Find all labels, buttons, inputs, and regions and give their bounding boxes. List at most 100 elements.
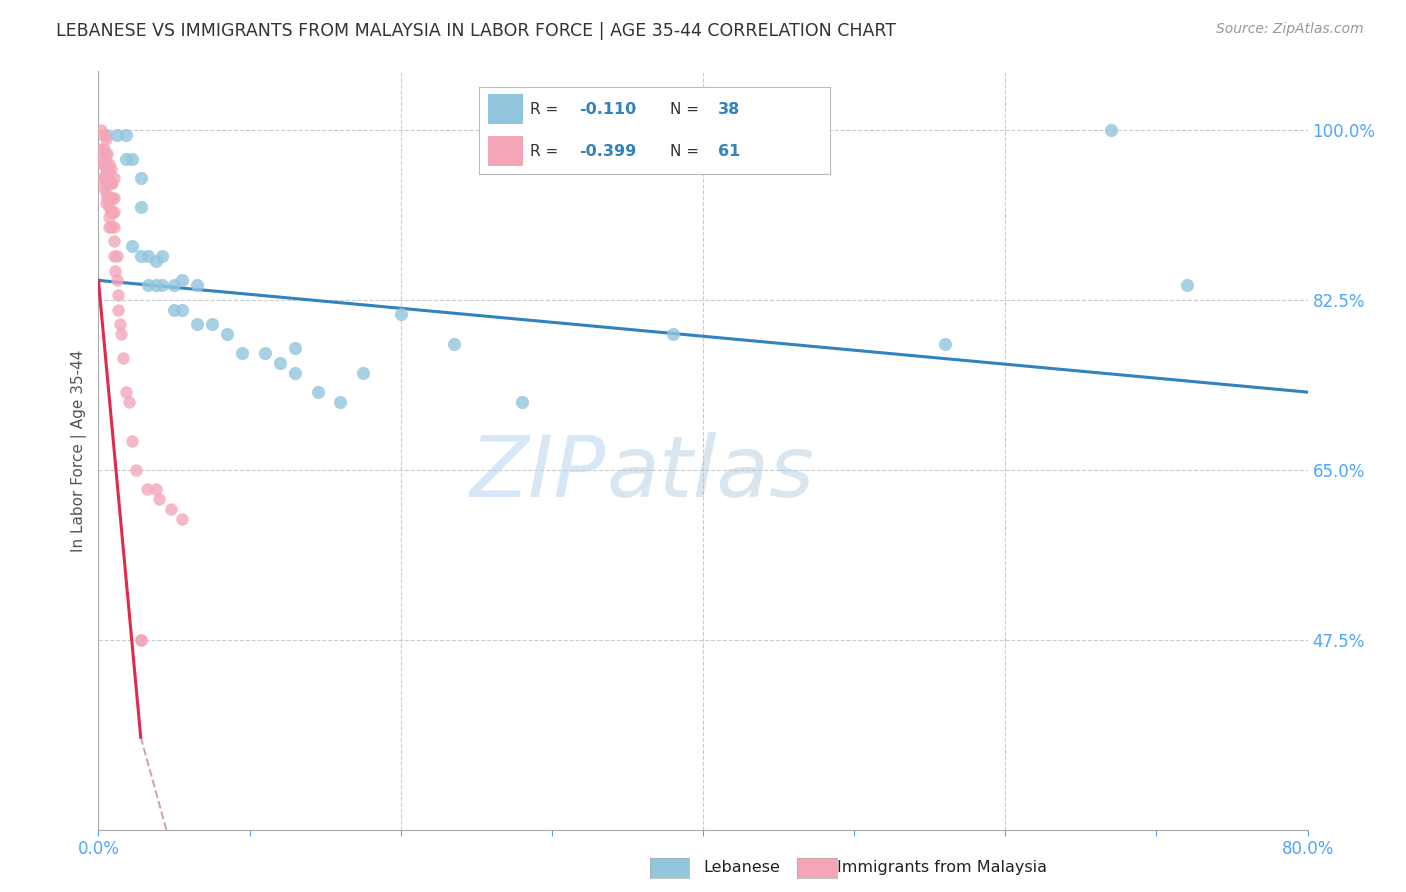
Point [201,317,224,331]
Point [98,201,121,215]
Point [160,501,183,516]
Point [661,326,683,341]
Point [101,205,124,219]
Point [136,249,159,263]
Point [186,317,208,331]
Text: Source: ZipAtlas.com: Source: ZipAtlas.com [1216,22,1364,37]
Text: Immigrants from Malaysia: Immigrants from Malaysia [837,860,1046,874]
Point [93,157,115,171]
Point [96,161,118,176]
Point [186,278,208,293]
Point [96,191,118,205]
Point [329,395,352,409]
Point [163,302,186,317]
Point [163,278,186,293]
Text: Lebanese: Lebanese [703,860,780,874]
Point [94,128,117,142]
Point [91,152,114,166]
Point [121,434,143,448]
Point [253,346,276,360]
Point [148,491,170,506]
Point [170,302,193,317]
Point [215,326,238,341]
Point [150,249,173,263]
Point [114,385,136,400]
Point [934,336,956,351]
Point [307,385,329,400]
Point [284,342,307,356]
Point [1099,122,1122,136]
Point [284,366,307,380]
Point [103,249,125,263]
Point [107,288,129,302]
Point [114,128,136,142]
Point [114,152,136,166]
Point [121,152,143,166]
Point [352,366,374,380]
Point [129,171,152,186]
Point [111,351,134,365]
Point [91,157,114,171]
Point [104,263,127,277]
Point [93,171,115,186]
Point [129,201,152,215]
Point [100,176,122,190]
Point [103,191,125,205]
Point [129,633,152,648]
Point [150,278,173,293]
Point [108,317,131,331]
Point [103,235,125,249]
Point [125,463,148,477]
Point [443,336,465,351]
Point [129,249,152,263]
Point [129,633,152,648]
Point [91,128,114,142]
Point [103,171,125,186]
Point [110,326,132,341]
Point [94,195,117,210]
Point [1175,278,1198,293]
Point [136,278,159,293]
Point [100,191,122,205]
Point [121,239,143,253]
Point [105,273,128,287]
Point [98,191,121,205]
Point [90,122,112,136]
Point [100,219,122,234]
Point [107,302,129,317]
Point [145,278,167,293]
Point [94,147,117,161]
Point [231,346,253,360]
Point [101,176,124,190]
Point [98,176,121,190]
Point [93,142,115,156]
Point [98,210,121,224]
Point [135,483,157,497]
Point [101,191,124,205]
Point [510,395,533,409]
Point [145,254,167,268]
Point [170,511,193,525]
Point [94,176,117,190]
Point [94,132,117,146]
Point [94,157,117,171]
Point [389,307,412,321]
Text: LEBANESE VS IMMIGRANTS FROM MALAYSIA IN LABOR FORCE | AGE 35-44 CORRELATION CHAR: LEBANESE VS IMMIGRANTS FROM MALAYSIA IN … [56,22,896,40]
Point [98,166,121,180]
Point [93,181,115,195]
Point [98,219,121,234]
Point [269,356,291,370]
Point [91,171,114,186]
Text: ZIP: ZIP [470,432,606,515]
Point [94,166,117,180]
Point [103,219,125,234]
Point [90,142,112,156]
Point [118,395,141,409]
Point [105,128,128,142]
Y-axis label: In Labor Force | Age 35-44: In Labor Force | Age 35-44 [72,350,87,551]
Point [94,186,117,200]
Point [98,157,121,171]
Text: atlas: atlas [606,432,814,515]
Point [100,205,122,219]
Point [105,249,128,263]
